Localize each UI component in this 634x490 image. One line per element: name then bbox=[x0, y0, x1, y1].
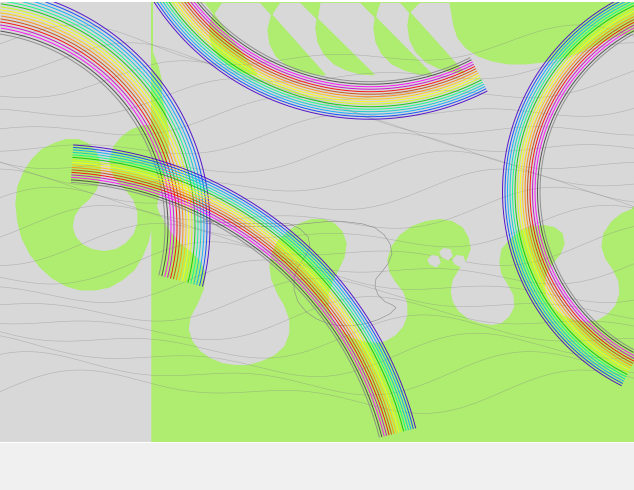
Polygon shape bbox=[440, 249, 452, 260]
Polygon shape bbox=[480, 2, 495, 16]
Polygon shape bbox=[538, 2, 555, 18]
Polygon shape bbox=[428, 256, 440, 267]
Polygon shape bbox=[150, 2, 634, 441]
Polygon shape bbox=[505, 2, 520, 16]
Text: © weatheronline.co.uk: © weatheronline.co.uk bbox=[472, 474, 630, 487]
Text: Height/Temp. 925 hPa  ECMWF: Height/Temp. 925 hPa ECMWF bbox=[4, 456, 207, 468]
Polygon shape bbox=[16, 2, 168, 290]
Polygon shape bbox=[453, 256, 465, 267]
Polygon shape bbox=[338, 150, 410, 234]
Text: Mo 27-05-2024 00:00 UTC (18+54): Mo 27-05-2024 00:00 UTC (18+54) bbox=[398, 456, 630, 468]
Text: Isophyse: 60 80 100 gpdm: Isophyse: 60 80 100 gpdm bbox=[4, 474, 184, 487]
Polygon shape bbox=[152, 2, 634, 75]
